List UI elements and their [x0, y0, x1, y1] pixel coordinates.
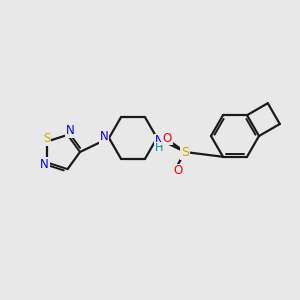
Text: S: S: [43, 132, 50, 145]
Text: N: N: [66, 124, 75, 137]
Text: O: O: [173, 164, 183, 178]
Text: N: N: [40, 158, 49, 171]
Text: N: N: [154, 134, 164, 148]
Text: H: H: [155, 143, 163, 153]
Text: N: N: [100, 130, 108, 143]
Text: S: S: [181, 146, 189, 158]
Text: O: O: [162, 131, 172, 145]
